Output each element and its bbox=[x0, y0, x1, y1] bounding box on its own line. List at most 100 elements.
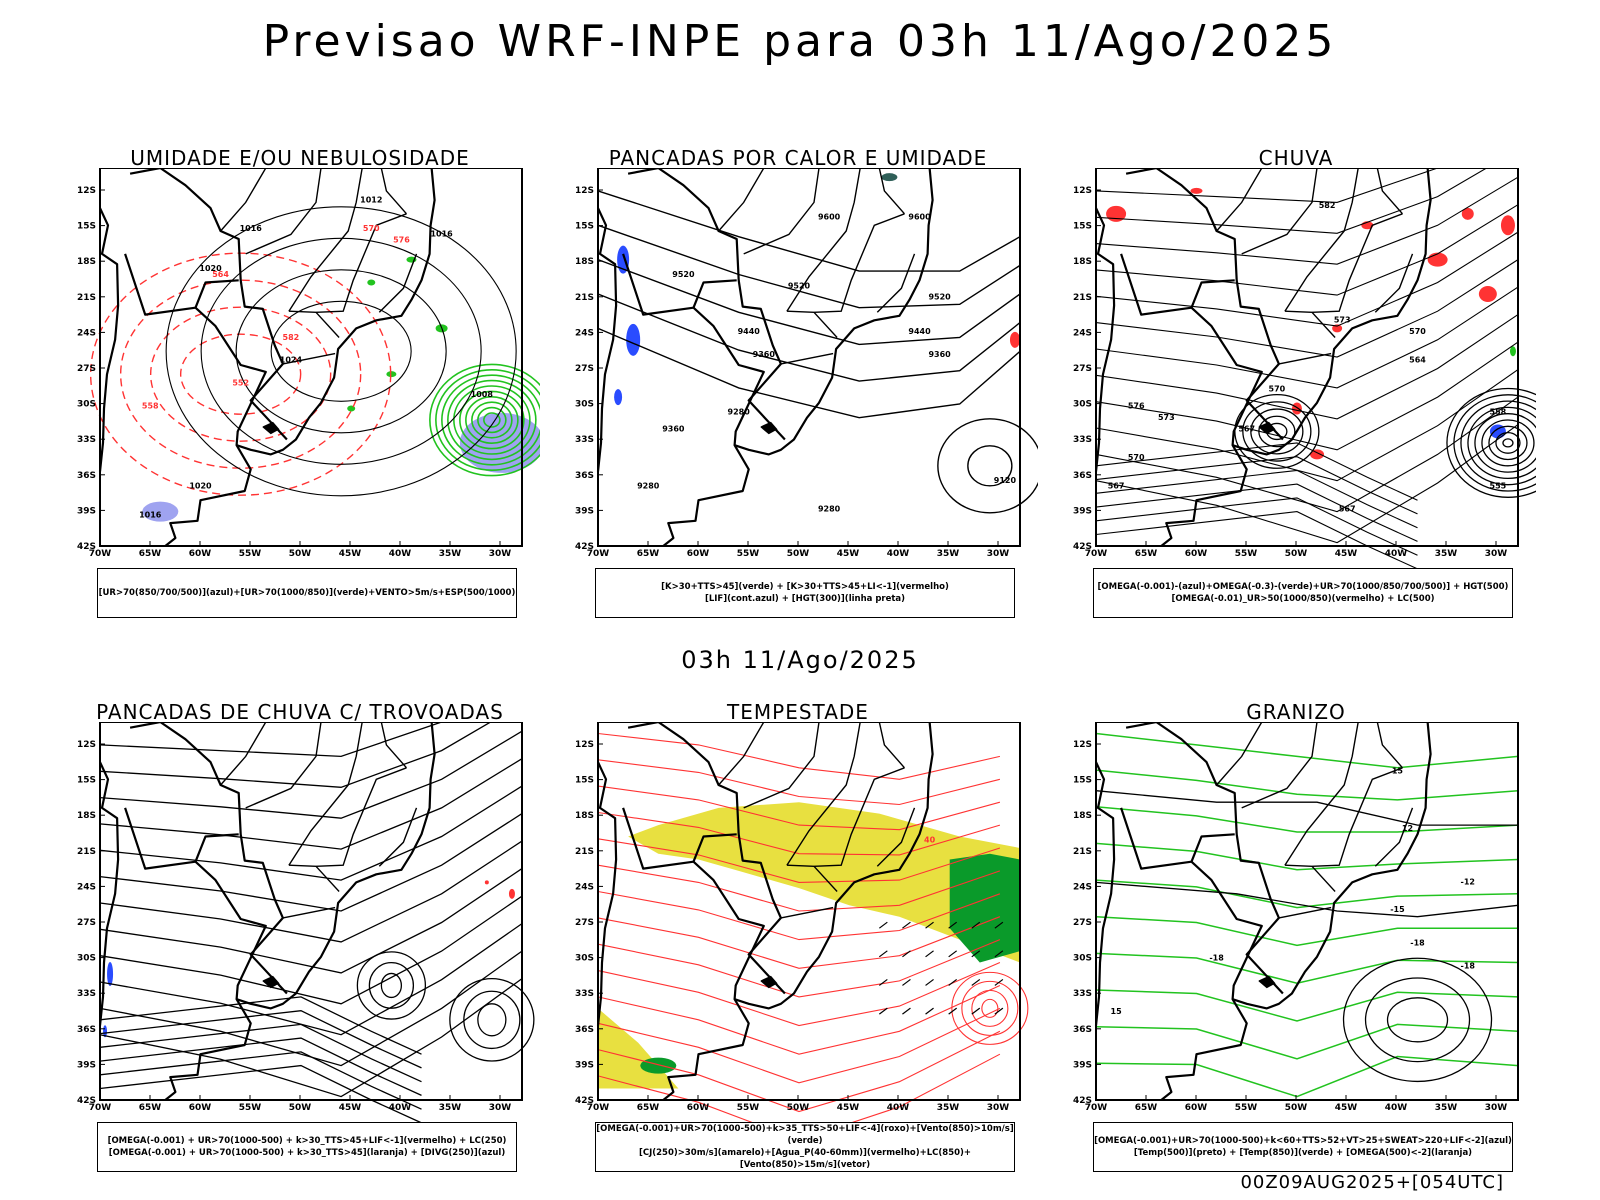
wind-vector bbox=[878, 1007, 888, 1015]
x-tick-label: 45W bbox=[1335, 549, 1358, 559]
panel-umidade: UMIDADE E/OU NEBULOSIDADE 12S 15S 18S 21S 24… bbox=[60, 146, 540, 618]
hgt300-low bbox=[967, 445, 1013, 487]
hgt300-label: 9600 bbox=[908, 213, 931, 222]
state-border bbox=[786, 213, 905, 314]
streamline-group bbox=[1095, 168, 1519, 570]
streamline bbox=[1095, 396, 1519, 513]
omega-green-area-group bbox=[1509, 346, 1516, 357]
hgt500-contour bbox=[1446, 387, 1536, 498]
run-timestamp: 00Z09AUG2025+[054UTC] bbox=[1240, 1172, 1504, 1193]
x-tick-label: 30W bbox=[987, 1103, 1010, 1113]
streamline-vortex bbox=[356, 951, 427, 1020]
temp-label: -18 bbox=[1410, 938, 1425, 947]
x-tick-label: 40W bbox=[887, 1103, 910, 1113]
temp500-contour bbox=[1095, 790, 1518, 826]
wind-vector bbox=[878, 950, 888, 958]
streamline bbox=[1095, 497, 1418, 556]
y-tick-label: 12S bbox=[77, 186, 96, 196]
x-tick-label: 60W bbox=[1185, 1103, 1208, 1113]
lagoon-shape bbox=[1258, 421, 1276, 435]
state-border bbox=[718, 168, 765, 232]
x-tick-label: 70W bbox=[587, 1103, 610, 1113]
legend-box: [OMEGA(-0.001)-(azul)+OMEGA(-0.3)-(verde… bbox=[1093, 568, 1513, 618]
y-tick-label: 15S bbox=[575, 776, 594, 786]
streamline bbox=[1095, 231, 1519, 327]
streamline bbox=[1095, 456, 1418, 515]
temp850-contour bbox=[1095, 842, 1519, 871]
panel-title: GRANIZO bbox=[1246, 700, 1346, 724]
state-border bbox=[288, 722, 363, 866]
y-tick-label: 12S bbox=[575, 740, 594, 750]
state-borders-group bbox=[1216, 722, 1414, 919]
streamline bbox=[99, 1037, 422, 1096]
hgt300-label: 9280 bbox=[728, 407, 751, 416]
streamline bbox=[1095, 168, 1439, 203]
state-border bbox=[1284, 767, 1403, 868]
panel-pancadas-calor: PANCADAS POR CALOR E UMIDADE 12S 15S 18S 21… bbox=[558, 146, 1038, 618]
legend-box: [OMEGA(-0.001)+UR>70(1000-500)+k>35_TTS>… bbox=[595, 1122, 1015, 1172]
y-tick-label: 21S bbox=[77, 293, 96, 303]
streamline bbox=[1095, 442, 1418, 501]
y-tick-label: 30S bbox=[575, 400, 594, 410]
lc850-streamline bbox=[597, 759, 1001, 806]
state-border bbox=[1376, 722, 1404, 769]
hgt300-contour bbox=[597, 224, 1021, 309]
omega-red-area bbox=[1291, 402, 1302, 415]
atlantic-coastline bbox=[164, 168, 436, 547]
lc850-vortex bbox=[981, 998, 999, 1018]
temp-label: 15 bbox=[1392, 767, 1404, 776]
legend-line: [OMEGA(-0.01)_UR>50(1000/850)(vermelho) … bbox=[1171, 594, 1435, 604]
hgt500-contour bbox=[1467, 406, 1536, 480]
state-border bbox=[1284, 213, 1403, 314]
y-tick-label: 39S bbox=[77, 1060, 96, 1070]
y-tick-label: 27S bbox=[77, 364, 96, 374]
x-tick-label: 55W bbox=[737, 549, 760, 559]
isobar-label: 1016 bbox=[240, 224, 263, 233]
hgt300-label: 9280 bbox=[637, 482, 660, 491]
x-tick-label: 40W bbox=[389, 1103, 412, 1113]
state-borders-group bbox=[718, 168, 916, 365]
hgt500-label: 573 bbox=[1158, 413, 1175, 422]
streamline bbox=[1095, 341, 1519, 451]
wind-vector bbox=[948, 921, 958, 929]
x-tick-label: 70W bbox=[587, 549, 610, 559]
thickness-contour-group bbox=[89, 252, 392, 496]
streamline bbox=[99, 730, 523, 819]
y-tick-label: 30S bbox=[1073, 400, 1092, 410]
panel-trovoadas: PANCADAS DE CHUVA C/ TROVOADAS 12S 15S 18S… bbox=[60, 700, 540, 1172]
state-border bbox=[786, 168, 861, 312]
legend-line: [LIF](cont.azul) + [HGT(300)](linha pret… bbox=[704, 594, 906, 604]
thickness-contour bbox=[89, 252, 392, 496]
humidity-contour-1000 bbox=[459, 390, 525, 450]
legend-box: [OMEGA(-0.001) + UR>70(1000-500) + k>30_… bbox=[97, 1122, 517, 1172]
wind-850-area bbox=[640, 1057, 677, 1074]
legend-line: [OMEGA(-0.001)+UR>70(1000-500)+k<60+TTS>… bbox=[1094, 1136, 1512, 1146]
thickness-label: 564 bbox=[212, 270, 229, 279]
pacific-coastline bbox=[1094, 761, 1116, 1026]
country-border bbox=[692, 833, 737, 863]
state-border bbox=[780, 906, 834, 919]
state-borders-group bbox=[1216, 168, 1414, 365]
forecast-time-label: 03h 11/Ago/2025 bbox=[681, 646, 919, 674]
temp850-contour bbox=[1095, 1023, 1519, 1060]
y-tick-label: 30S bbox=[77, 954, 96, 964]
lc850-streamline bbox=[597, 1007, 1001, 1084]
temp500-group bbox=[1095, 790, 1519, 918]
omega-red-area bbox=[1190, 187, 1203, 194]
pressure-isobar bbox=[165, 206, 517, 497]
hgt300-label: 9520 bbox=[928, 293, 951, 302]
wind-vector bbox=[925, 978, 934, 986]
temp-label: 15 bbox=[1111, 1007, 1123, 1016]
streamline bbox=[99, 950, 523, 1067]
state-border bbox=[1284, 722, 1359, 866]
thickness-label: 576 bbox=[393, 235, 410, 244]
panel-granizo: GRANIZO 12S 15S 18S 21S 24S 27S 30S 33S 36S 39S 42… bbox=[1056, 700, 1536, 1172]
omega-red-area bbox=[1310, 449, 1325, 460]
y-tick-label: 36S bbox=[575, 471, 594, 481]
hgt500-contour bbox=[1242, 401, 1312, 462]
lagoon-shape bbox=[262, 421, 280, 435]
streamline bbox=[99, 868, 523, 974]
state-border bbox=[878, 722, 906, 769]
